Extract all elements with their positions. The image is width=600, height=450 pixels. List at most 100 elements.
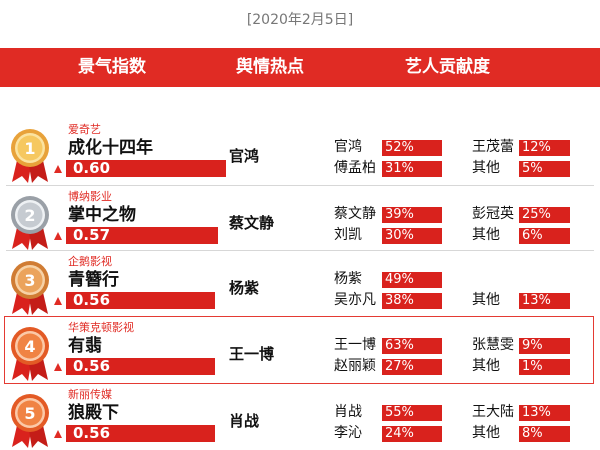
contribution-value: 30% [385,228,414,243]
contribution-bar [382,338,442,354]
contribution-value: 24% [385,426,414,441]
contribution-value: 9% [522,338,543,353]
medal-rank: 5 [24,404,35,423]
contribution-bar [519,228,570,244]
contribution-bar [519,405,570,421]
actor-name: 吴亦凡 [334,292,376,308]
drama-title: 狼殿下 [68,403,119,423]
contribution-bar [519,140,570,156]
table-row: 2 博纳影业 掌中之物 0.57 蔡文静 蔡文静 39% 彭冠英 25% 刘凯 30% 其他 6% [0,185,600,252]
contribution-bar [382,293,442,309]
index-value: 0.57 [73,226,111,244]
actor-name: 其他 [472,292,500,308]
drama-title: 掌中之物 [68,205,136,225]
contribution-value: 13% [522,405,551,420]
medal-icon: 5 [11,394,49,448]
contribution-value: 63% [385,338,414,353]
actor-name: 官鸿 [334,139,362,155]
hotspot-name: 官鸿 [229,147,260,165]
contribution-bar [382,140,442,156]
actor-name: 王大陆 [472,404,514,420]
index-bar [66,227,218,244]
hotspot-name: 蔡文静 [229,214,275,232]
actor-name: 其他 [472,160,500,176]
contribution-value: 8% [522,426,543,441]
contribution-bar [382,272,442,288]
contribution-bar [519,426,570,442]
actor-name: 其他 [472,227,500,243]
contribution-value: 27% [385,359,414,374]
index-bar [66,292,215,309]
contribution-value: 31% [385,161,414,176]
actor-name: 其他 [472,358,500,374]
company-name: 华策克顿影视 [68,321,134,334]
header-hotspot: 舆情热点 [236,57,304,77]
actor-name: 张慧雯 [472,337,514,353]
company-name: 博纳影业 [68,190,112,203]
contribution-value: 6% [522,228,543,243]
contribution-value: 39% [385,207,414,222]
medal-icon: 3 [11,261,49,315]
medal-rank: 4 [24,337,35,356]
hotspot-name: 肖战 [229,412,260,430]
actor-name: 王一博 [334,337,376,353]
contribution-value: 25% [522,207,551,222]
medal-rank: 2 [24,206,35,225]
contribution-value: 52% [385,140,414,155]
highlight-frame [4,316,594,384]
table-row: 5 新丽传媒 狼殿下 0.56 肖战 肖战 55% 王大陆 13% 李沁 24% 其他 8% [0,383,600,450]
contribution-bar [519,359,570,375]
trend-up-icon [54,232,62,240]
table-row: 3 企鹅影视 青簪行 0.56 杨紫 杨紫 49% 吴亦凡 38% 其他 13% [0,250,600,317]
actor-name: 杨紫 [334,271,362,287]
contribution-value: 12% [522,140,551,155]
company-name: 企鹅影视 [68,255,112,268]
contribution-value: 55% [385,405,414,420]
actor-name: 蔡文静 [334,206,376,222]
hotspot-name: 王一博 [229,345,275,363]
contribution-value: 49% [385,272,414,287]
row-separator [6,250,594,251]
hotspot-name: 杨紫 [229,279,260,297]
actor-name: 刘凯 [334,227,362,243]
actor-name: 肖战 [334,404,362,420]
medal-rank: 3 [24,271,35,290]
table-row: 1 爱奇艺 成化十四年 0.60 官鸿 官鸿 52% 王茂蕾 12% 傅孟柏 31% 其他 5% [0,120,600,185]
contribution-bar [382,359,442,375]
medal-icon: 2 [11,196,49,250]
trend-up-icon [54,297,62,305]
contribution-value: 38% [385,293,414,308]
actor-name: 李沁 [334,425,362,441]
index-value: 0.56 [73,424,111,442]
drama-title: 成化十四年 [68,138,153,158]
table-header: 景气指数 舆情热点 艺人贡献度 [0,48,600,87]
contribution-bar [382,405,442,421]
index-value: 0.56 [73,357,111,375]
company-name: 新丽传媒 [68,388,112,401]
contribution-bar [382,161,442,177]
contribution-bar [519,207,570,223]
contribution-bar [519,293,570,309]
actor-name: 彭冠英 [472,206,514,222]
medal-icon: 4 [11,327,49,381]
contribution-bar [519,338,570,354]
medal-rank: 1 [24,139,35,158]
row-separator [6,185,594,186]
contribution-value: 5% [522,161,543,176]
contribution-bar [382,228,442,244]
table-row: 4 华策克顿影视 有翡 0.56 王一博 王一博 63% 张慧雯 9% 赵丽颖 27% 其他 1% [0,316,600,383]
contribution-bar [382,207,442,223]
index-value: 0.60 [73,159,111,177]
drama-title: 有翡 [68,336,102,356]
contribution-bar [519,161,570,177]
contribution-value: 1% [522,359,543,374]
trend-up-icon [54,363,62,371]
actor-name: 赵丽颖 [334,358,376,374]
contribution-value: 13% [522,293,551,308]
index-bar [66,358,215,375]
header-contribution: 艺人贡献度 [405,57,490,77]
trend-up-icon [54,430,62,438]
actor-name: 傅孟柏 [334,160,376,176]
medal-icon: 1 [11,129,49,183]
date-label: [2020年2月5日] [246,12,354,28]
